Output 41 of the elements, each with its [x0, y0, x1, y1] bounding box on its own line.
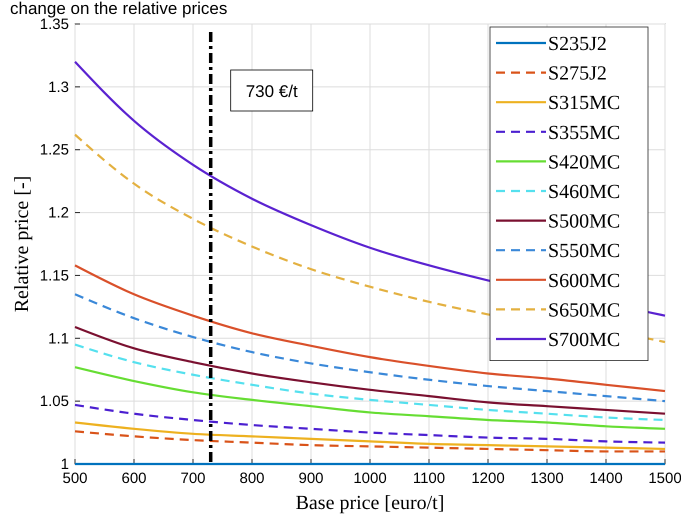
y-tick-label: 1.25 [40, 142, 69, 159]
x-tick-label: 1100 [412, 470, 446, 487]
y-tick-label: 1.1 [48, 330, 69, 348]
legend-label: S700MC [548, 329, 620, 351]
line-series [74, 430, 666, 453]
x-tick-label: 800 [239, 470, 265, 487]
line-series [74, 404, 666, 444]
x-tick-label: 1000 [353, 470, 387, 487]
legend-label: S500MC [548, 210, 620, 233]
line-series [74, 366, 666, 430]
x-tick-label: 500 [62, 470, 88, 487]
line-series [74, 421, 666, 450]
ref-line-label: 730 €/t [246, 82, 298, 101]
line-series [74, 293, 666, 402]
y-tick-label: 1.2 [48, 204, 69, 222]
y-tick-label: 1.35 [40, 16, 69, 33]
x-tick-label: 1500 [648, 470, 681, 487]
legend-label: S420MC [548, 151, 620, 174]
x-tick-label: 600 [121, 470, 147, 487]
x-tick-label: 1300 [530, 470, 564, 487]
y-axis-title: Relative price [-] [11, 176, 33, 312]
line-series [74, 326, 666, 415]
legend-label: S315MC [548, 92, 620, 114]
chart-title: change on the relative prices [10, 0, 228, 18]
legend-label: S600MC [548, 270, 620, 292]
x-tick-label: 900 [298, 470, 324, 487]
line-series [74, 264, 666, 392]
legend-label: S650MC [548, 299, 620, 322]
y-tick-label: 1.15 [40, 267, 69, 284]
legend-label: S275J2 [548, 62, 607, 85]
legend-label: S550MC [548, 240, 620, 262]
y-tick-label: 1.05 [40, 393, 69, 410]
x-tick-label: 1200 [471, 470, 505, 487]
y-tick-label: 1 [60, 456, 69, 473]
legend-label: S235J2 [548, 33, 607, 55]
legend-label: S460MC [548, 181, 620, 203]
y-tick-label: 1.3 [48, 78, 69, 96]
x-tick-label: 1400 [589, 470, 623, 487]
x-axis-title: Base price [euro/t] [296, 492, 444, 514]
legend-label: S355MC [548, 122, 620, 144]
x-tick-label: 700 [180, 470, 206, 487]
